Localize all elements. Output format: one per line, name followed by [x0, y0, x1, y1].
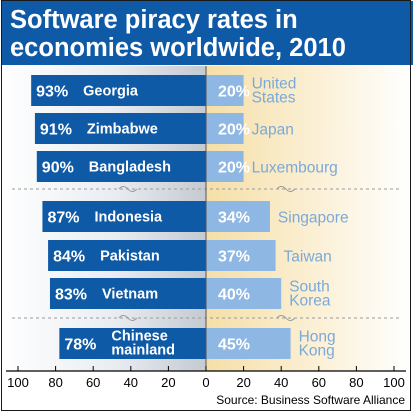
- left-bar: [34, 113, 206, 144]
- left-category-label: Chinese: [111, 329, 167, 345]
- x-tick-label: 80: [48, 375, 62, 390]
- right-category-label: Luxembourg: [252, 160, 338, 177]
- right-category-label: States: [252, 90, 296, 107]
- title-line-2: economies worldwide, 2010: [10, 34, 346, 62]
- left-category-label: mainland: [111, 343, 175, 359]
- left-value-label: 87%: [47, 210, 79, 227]
- x-tick-label: 60: [312, 375, 326, 390]
- left-bar: [31, 75, 206, 106]
- x-tick-label: 20: [236, 375, 250, 390]
- left-category-label: Pakistan: [100, 249, 160, 265]
- left-category-label: Bangladesh: [89, 160, 171, 176]
- left-value-label: 93%: [36, 84, 68, 101]
- right-category-label: Taiwan: [284, 249, 332, 266]
- right-bar: [206, 75, 244, 106]
- left-value-label: 90%: [42, 160, 74, 177]
- left-bar: [59, 328, 206, 359]
- left-value-label: 91%: [40, 122, 72, 139]
- right-bar: [206, 240, 276, 271]
- x-tick-label: 80: [349, 375, 363, 390]
- separator-wave: [118, 186, 138, 192]
- right-category-label: South: [289, 279, 330, 296]
- right-category-label: Korea: [289, 293, 331, 310]
- right-value-label: 34%: [218, 210, 250, 227]
- right-bar: [206, 278, 282, 309]
- right-category-label: Singapore: [278, 210, 349, 227]
- left-category-label: Vietnam: [102, 287, 158, 303]
- right-category-label: Kong: [299, 343, 335, 360]
- title-bar: Software piracy rates in economies world…: [1, 1, 413, 65]
- left-bar: [36, 151, 206, 182]
- left-category-label: Georgia: [83, 84, 139, 100]
- x-tick-label: 0: [202, 375, 209, 390]
- right-value-label: 37%: [218, 249, 250, 266]
- left-value-label: 84%: [53, 249, 85, 266]
- right-category-label: United: [252, 76, 297, 93]
- right-value-label: 20%: [218, 160, 250, 177]
- right-bar: [206, 328, 291, 359]
- left-bar: [42, 201, 206, 232]
- separator-wave: [276, 186, 296, 192]
- right-value-label: 20%: [218, 84, 250, 101]
- left-bar: [49, 278, 207, 309]
- x-tick-label: 40: [124, 375, 138, 390]
- right-bar: [206, 201, 270, 232]
- title-line-1: Software piracy rates in: [10, 6, 298, 34]
- x-tick-label: 100: [383, 375, 405, 390]
- right-category-label: Hong: [299, 329, 336, 346]
- left-category-label: Indonesia: [94, 210, 163, 226]
- x-tick-label: 100: [7, 375, 29, 390]
- left-value-label: 83%: [55, 287, 87, 304]
- separator-wave: [276, 315, 296, 321]
- right-value-label: 20%: [218, 122, 250, 139]
- x-tick-label: 20: [161, 375, 175, 390]
- left-category-label: Zimbabwe: [87, 122, 158, 138]
- x-tick-label: 60: [86, 375, 100, 390]
- right-bar: [206, 113, 244, 144]
- separator-wave: [118, 315, 138, 321]
- right-value-label: 45%: [218, 337, 250, 354]
- left-bar: [48, 240, 206, 271]
- source-note: Source: Business Software Alliance: [216, 393, 405, 407]
- right-category-label: Japan: [252, 122, 294, 139]
- right-bar: [206, 151, 244, 182]
- x-tick-label: 40: [274, 375, 288, 390]
- right-value-label: 40%: [218, 287, 250, 304]
- left-value-label: 78%: [64, 337, 96, 354]
